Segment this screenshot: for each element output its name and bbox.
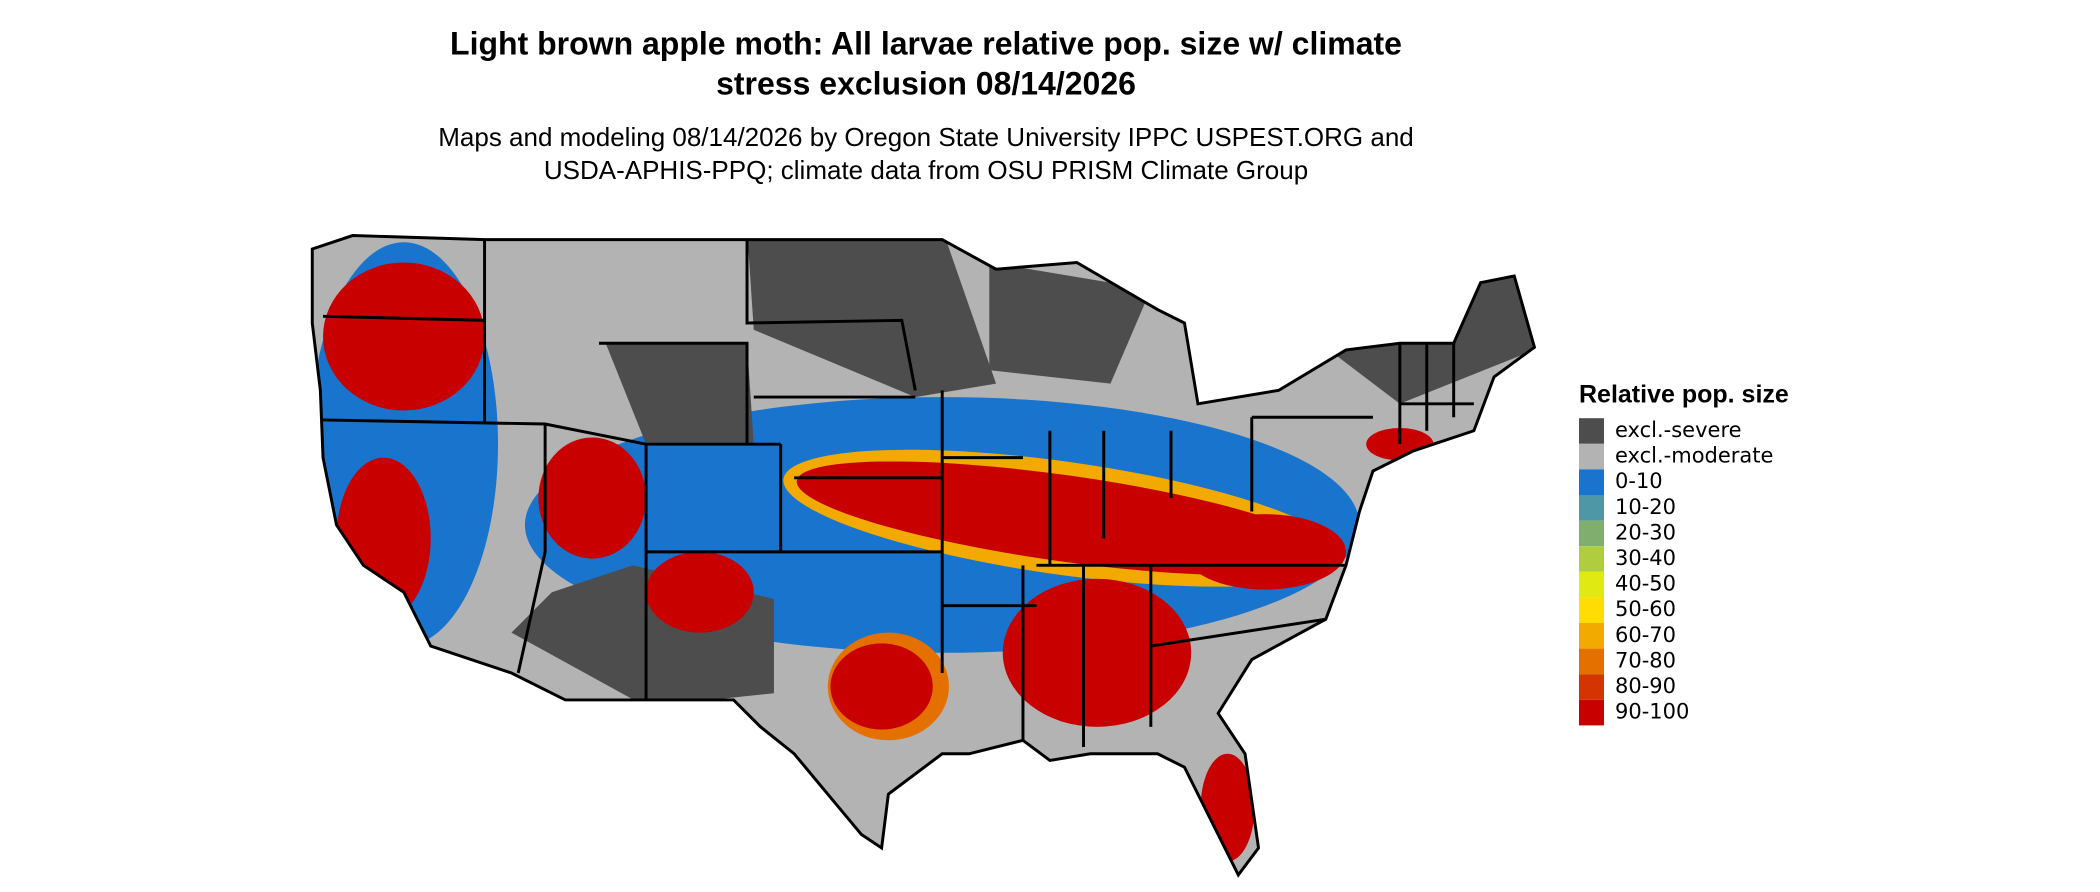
- legend-label: 50-60: [1615, 597, 1676, 621]
- legend-label: 90-100: [1615, 700, 1689, 724]
- legend-title: Relative pop. size: [1579, 381, 1789, 409]
- region: [1184, 514, 1346, 590]
- legend-label: 0-10: [1615, 469, 1663, 493]
- title-line: stress exclusion 08/14/2026: [716, 65, 1136, 101]
- subtitle-line: Maps and modeling 08/14/2026 by Oregon S…: [438, 122, 1414, 152]
- legend-label: 30-40: [1615, 546, 1676, 570]
- region: [1002, 578, 1192, 727]
- title-line: Light brown apple moth: All larvae relat…: [450, 25, 1402, 61]
- legend-swatch: [1579, 443, 1604, 470]
- subtitle-line: USDA-APHIS-PPQ; climate data from OSU PR…: [544, 155, 1308, 185]
- legend: excl.-severeexcl.-moderate0-1010-2020-30…: [1579, 418, 1773, 726]
- legend-swatch: [1579, 597, 1604, 623]
- region: [747, 235, 997, 398]
- legend-swatch: [1579, 469, 1604, 495]
- region: [830, 643, 933, 730]
- region: [989, 262, 1151, 384]
- legend-swatch: [1579, 546, 1604, 572]
- legend-label: 60-70: [1615, 623, 1676, 647]
- state-lines: [323, 239, 1474, 748]
- legend-label: 70-80: [1615, 648, 1676, 672]
- region: [336, 457, 431, 620]
- legend-label: 80-90: [1615, 674, 1676, 698]
- region: [323, 262, 485, 411]
- legend-swatch: [1579, 623, 1604, 649]
- legend-swatch: [1579, 699, 1604, 726]
- legend-swatch: [1579, 418, 1604, 444]
- legend-swatch: [1579, 674, 1604, 700]
- legend-swatch: [1579, 495, 1604, 521]
- border: [310, 234, 1537, 878]
- legend-label: 10-20: [1615, 495, 1676, 519]
- legend-label: excl.-moderate: [1615, 444, 1773, 468]
- region: [646, 551, 754, 633]
- legend-label: excl.-severe: [1615, 418, 1742, 442]
- region: [605, 343, 754, 445]
- region: [538, 437, 647, 559]
- legend-swatch: [1579, 571, 1604, 598]
- map: [310, 234, 1537, 878]
- legend-swatch: [1579, 648, 1604, 675]
- legend-label: 20-30: [1615, 520, 1676, 544]
- legend-label: 40-50: [1615, 572, 1676, 596]
- legend-swatch: [1579, 520, 1604, 547]
